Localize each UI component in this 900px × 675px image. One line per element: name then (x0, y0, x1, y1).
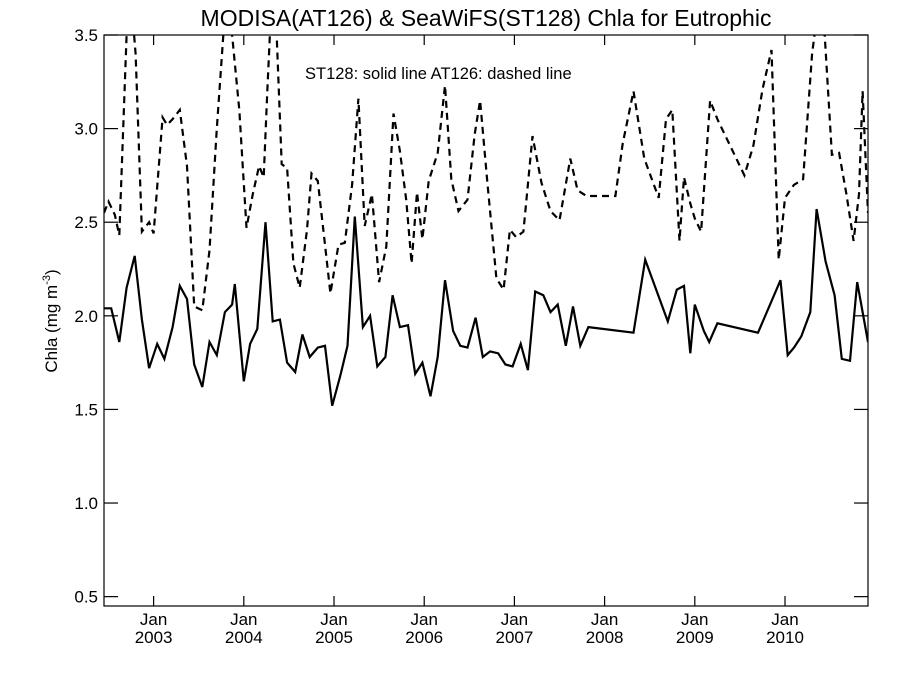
y-axis-label-close: ) (42, 269, 61, 275)
y-axis-label-superscript: -3 (41, 275, 53, 285)
x-tick-year: 2010 (766, 628, 804, 647)
y-tick-label: 2.5 (74, 213, 98, 232)
y-tick-label: 2.0 (74, 307, 98, 326)
y-tick-label: 1.5 (74, 400, 98, 419)
x-tick-month: Jan (230, 610, 257, 629)
y-tick-label: 3.5 (74, 26, 98, 45)
y-tick-label: 0.5 (74, 588, 98, 607)
x-tick-month: Jan (320, 610, 347, 629)
x-tick-year: 2008 (586, 628, 624, 647)
y-axis-label: Chla (mg m-3) (41, 269, 61, 372)
x-tick-year: 2006 (405, 628, 443, 647)
x-tick-year: 2009 (676, 628, 714, 647)
legend-annotation: ST128: solid line AT126: dashed line (305, 65, 572, 83)
x-tick-month: Jan (140, 610, 167, 629)
x-tick-year: 2004 (225, 628, 263, 647)
x-tick-month: Jan (501, 610, 528, 629)
data-series (104, 35, 868, 406)
y-tick-label: 1.0 (74, 494, 98, 513)
y-tick-label: 3.0 (74, 120, 98, 139)
series-line-st128 (104, 208, 868, 406)
x-tick-year: 2003 (135, 628, 173, 647)
plot-frame (103, 34, 869, 607)
x-tick-year: 2005 (315, 628, 353, 647)
y-axis-label-main: Chla (mg m (42, 285, 61, 373)
x-tick-month: Jan (591, 610, 618, 629)
chart-title: MODISA(AT126) & SeaWiFS(ST128) Chla for … (201, 5, 772, 31)
x-tick-month: Jan (681, 610, 708, 629)
series-line-at126 (104, 35, 868, 312)
x-tick-month: Jan (771, 610, 798, 629)
x-tick-year: 2007 (495, 628, 533, 647)
x-tick-month: Jan (411, 610, 438, 629)
